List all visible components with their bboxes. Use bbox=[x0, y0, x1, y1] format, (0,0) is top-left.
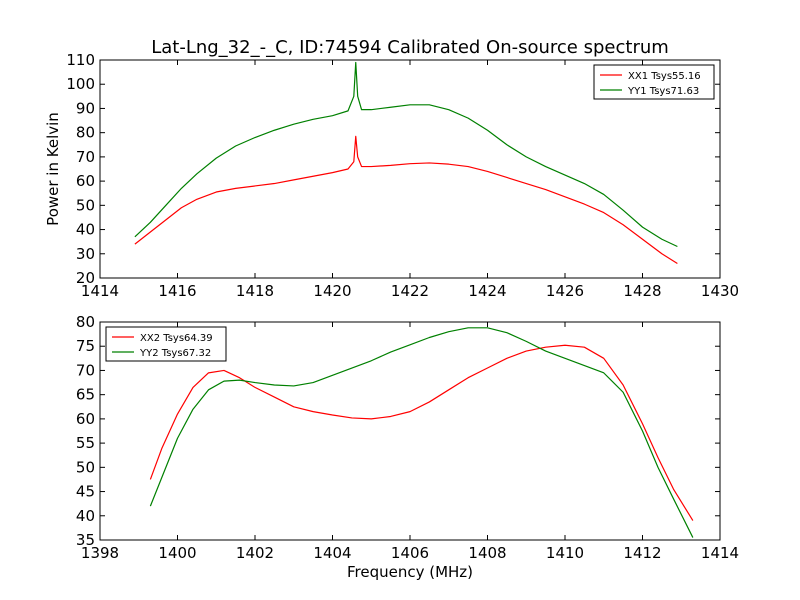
y-tick-label: 40 bbox=[76, 507, 95, 525]
y-tick-label: 35 bbox=[76, 531, 95, 549]
x-tick-label: 1418 bbox=[236, 282, 274, 300]
x-tick-label: 1422 bbox=[391, 282, 429, 300]
y-tick-label: 65 bbox=[76, 386, 95, 404]
x-tick-label: 1406 bbox=[391, 544, 429, 562]
y-tick-label: 70 bbox=[76, 361, 95, 379]
y-tick-label: 70 bbox=[76, 148, 95, 166]
x-tick-label: 1412 bbox=[623, 544, 661, 562]
series-group bbox=[149, 327, 694, 538]
x-tick-label: 1430 bbox=[701, 282, 739, 300]
series-line-1 bbox=[149, 344, 694, 521]
legend-box bbox=[105, 326, 227, 362]
y-tick-label: 20 bbox=[76, 269, 95, 287]
x-axis-label: Frequency (MHz) bbox=[347, 563, 473, 581]
x-tick-label: 1424 bbox=[468, 282, 506, 300]
y-tick-label: 45 bbox=[76, 483, 95, 501]
x-tick-label: 1428 bbox=[623, 282, 661, 300]
x-tick-label: 1414 bbox=[701, 544, 739, 562]
x-tick-label: 1414 bbox=[81, 282, 119, 300]
x-tick-label: 1408 bbox=[468, 544, 506, 562]
figure-title: Lat-Lng_32_-_C, ID:74594 Calibrated On-s… bbox=[151, 37, 669, 58]
y-tick-label: 55 bbox=[76, 434, 95, 452]
y-tick-label: 40 bbox=[76, 221, 95, 239]
x-tick-label: 1404 bbox=[313, 544, 351, 562]
plot-area: 1414 1416 1418 1420 1422 1424 1426 1428 1430 20 30… bbox=[44, 51, 739, 581]
legend-label: XX1 Tsys55.16 bbox=[628, 71, 701, 82]
legend: XX2 Tsys64.39 YY2 Tsys67.32 bbox=[105, 326, 227, 362]
y-tick-label: 60 bbox=[76, 410, 95, 428]
legend-label: YY1 Tsys71.63 bbox=[627, 86, 699, 97]
chart-panel-1: 1414 1416 1418 1420 1422 1424 1426 1428 1430 20 30… bbox=[44, 51, 739, 300]
y-tick-label: 30 bbox=[76, 245, 95, 263]
y-tick-label: 60 bbox=[76, 172, 95, 190]
series-line-1 bbox=[134, 135, 678, 264]
x-tick-label: 1420 bbox=[313, 282, 351, 300]
legend-label: XX2 Tsys64.39 bbox=[140, 333, 213, 344]
chart-panel-2: 1398 1400 1402 1404 1406 1408 1410 1412 1414 35 40… bbox=[76, 313, 739, 581]
x-tick-label: 1426 bbox=[546, 282, 584, 300]
y-tick-label: 110 bbox=[66, 51, 95, 69]
x-tick-label: 1402 bbox=[236, 544, 274, 562]
y-tick-label: 80 bbox=[76, 313, 95, 331]
legend-label: YY2 Tsys67.32 bbox=[139, 348, 211, 359]
series-line-2 bbox=[149, 327, 694, 538]
y-tick-label: 100 bbox=[66, 75, 95, 93]
y-tick-label: 90 bbox=[76, 99, 95, 117]
y-tick-label: 80 bbox=[76, 124, 95, 142]
legend-box bbox=[593, 64, 715, 100]
y-axis-label: Power in Kelvin bbox=[44, 112, 62, 226]
y-tick-label: 75 bbox=[76, 337, 95, 355]
x-tick-label: 1400 bbox=[158, 544, 196, 562]
x-tick-label: 1410 bbox=[546, 544, 584, 562]
series-group bbox=[134, 61, 678, 264]
x-tick-label: 1398 bbox=[81, 544, 119, 562]
y-tick-label: 50 bbox=[76, 196, 95, 214]
series-line-2 bbox=[134, 61, 678, 248]
x-tick-label: 1416 bbox=[158, 282, 196, 300]
legend: XX1 Tsys55.16 YY1 Tsys71.63 bbox=[593, 64, 715, 100]
y-tick-label: 50 bbox=[76, 458, 95, 476]
